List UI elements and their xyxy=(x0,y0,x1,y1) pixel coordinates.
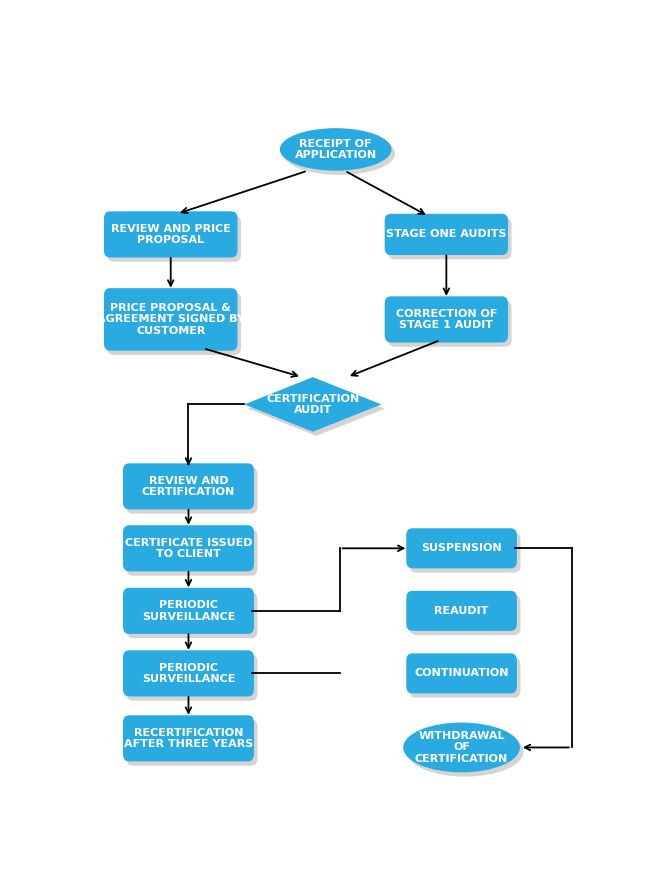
Polygon shape xyxy=(248,381,385,436)
Polygon shape xyxy=(244,377,381,432)
FancyBboxPatch shape xyxy=(104,288,238,351)
FancyBboxPatch shape xyxy=(123,463,254,510)
FancyBboxPatch shape xyxy=(406,528,517,568)
FancyBboxPatch shape xyxy=(126,468,257,514)
FancyBboxPatch shape xyxy=(388,218,512,259)
FancyBboxPatch shape xyxy=(406,653,517,693)
Text: CERTIFICATION
AUDIT: CERTIFICATION AUDIT xyxy=(266,394,360,415)
FancyBboxPatch shape xyxy=(123,588,254,634)
FancyBboxPatch shape xyxy=(126,592,257,638)
Text: STAGE ONE AUDITS: STAGE ONE AUDITS xyxy=(386,229,506,240)
Ellipse shape xyxy=(284,133,395,175)
FancyBboxPatch shape xyxy=(126,529,257,576)
Text: REVIEW AND
CERTIFICATION: REVIEW AND CERTIFICATION xyxy=(142,476,235,497)
FancyBboxPatch shape xyxy=(123,650,254,697)
Text: PRICE PROPOSAL &
AGREEMENT SIGNED BY
CUSTOMER: PRICE PROPOSAL & AGREEMENT SIGNED BY CUS… xyxy=(97,303,245,336)
FancyBboxPatch shape xyxy=(126,655,257,700)
FancyBboxPatch shape xyxy=(123,715,254,762)
FancyBboxPatch shape xyxy=(126,720,257,765)
FancyBboxPatch shape xyxy=(123,525,254,571)
FancyBboxPatch shape xyxy=(410,533,521,573)
Text: PERIODIC
SURVEILLANCE: PERIODIC SURVEILLANCE xyxy=(141,600,235,622)
Text: PERIODIC
SURVEILLANCE: PERIODIC SURVEILLANCE xyxy=(141,663,235,684)
FancyBboxPatch shape xyxy=(388,300,512,347)
FancyBboxPatch shape xyxy=(410,658,521,698)
Ellipse shape xyxy=(407,727,523,777)
FancyBboxPatch shape xyxy=(107,292,241,355)
FancyBboxPatch shape xyxy=(107,216,241,262)
Ellipse shape xyxy=(403,723,520,772)
FancyBboxPatch shape xyxy=(406,591,517,631)
Text: WITHDRAWAL
OF
CERTIFICATION: WITHDRAWAL OF CERTIFICATION xyxy=(415,731,508,764)
Text: REAUDIT: REAUDIT xyxy=(434,606,489,616)
FancyBboxPatch shape xyxy=(384,214,508,255)
Ellipse shape xyxy=(280,128,392,171)
Text: RECERTIFICATION
AFTER THREE YEARS: RECERTIFICATION AFTER THREE YEARS xyxy=(124,728,253,749)
FancyBboxPatch shape xyxy=(384,297,508,342)
Text: REVIEW AND PRICE
PROPOSAL: REVIEW AND PRICE PROPOSAL xyxy=(111,224,231,245)
Text: SUSPENSION: SUSPENSION xyxy=(421,544,502,553)
FancyBboxPatch shape xyxy=(410,595,521,635)
Text: RECEIPT OF
APPLICATION: RECEIPT OF APPLICATION xyxy=(295,139,377,160)
Text: CERTIFICATE ISSUED
TO CLIENT: CERTIFICATE ISSUED TO CLIENT xyxy=(124,537,252,560)
Text: CORRECTION OF
STAGE 1 AUDIT: CORRECTION OF STAGE 1 AUDIT xyxy=(396,308,497,331)
Text: CONTINUATION: CONTINUATION xyxy=(415,668,509,678)
FancyBboxPatch shape xyxy=(104,211,238,257)
